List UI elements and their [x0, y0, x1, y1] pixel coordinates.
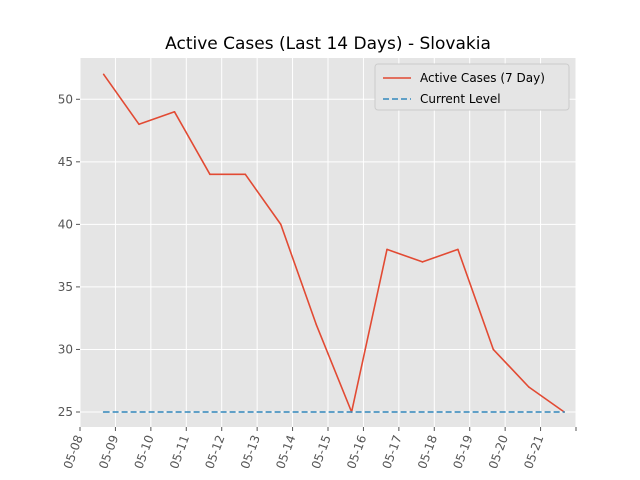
data-point	[102, 73, 105, 76]
x-tick-label: 05-21	[521, 433, 546, 471]
x-tick-label: 05-12	[202, 433, 227, 471]
data-point	[421, 261, 424, 263]
y-tick-label: 35	[58, 280, 73, 294]
data-point	[209, 173, 211, 176]
data-point	[102, 411, 105, 413]
x-tick-label: 05-19	[450, 433, 475, 471]
y-tick-label: 30	[58, 342, 73, 356]
series-group	[102, 73, 565, 413]
x-tick-label: 05-09	[96, 433, 121, 471]
x-tick-label: 05-10	[132, 433, 157, 471]
legend-label: Current Level	[420, 92, 501, 106]
x-tick-label: 05-15	[309, 433, 334, 471]
chart-title: Active Cases (Last 14 Days) - Slovakia	[165, 34, 491, 54]
x-tick-label: 05-20	[486, 433, 511, 471]
x-tick-label: 05-18	[415, 433, 440, 471]
data-point	[279, 223, 282, 226]
legend: Active Cases (7 Day) Current Level	[374, 63, 570, 111]
data-point	[315, 323, 317, 326]
data-point	[457, 248, 459, 251]
x-tick-label: 05-17	[380, 433, 405, 471]
x-tick-label: 05-11	[167, 433, 192, 471]
y-tick-label: 25	[58, 405, 73, 419]
y-tick-label: 45	[58, 155, 73, 169]
legend-box	[374, 63, 570, 111]
y-tick-label: 50	[58, 92, 73, 106]
data-point	[244, 173, 247, 176]
x-tick-label: 05-08	[61, 433, 86, 471]
series-line-1	[102, 73, 565, 413]
data-point	[563, 411, 565, 413]
data-point	[492, 348, 495, 351]
data-point	[138, 123, 140, 126]
data-point	[173, 110, 176, 113]
x-tick-label: 05-14	[273, 433, 298, 471]
y-axis: 25 30 35 40 45 50	[58, 92, 80, 419]
legend-label: Active Cases (7 Day)	[420, 71, 545, 85]
x-axis: 05-08 05-09 05-10 05-11 05-12 05-13 05-14 05-15…	[61, 427, 577, 471]
x-tick-label: 05-16	[344, 433, 369, 471]
data-point	[527, 386, 530, 388]
x-tick-label: 05-13	[238, 433, 263, 471]
y-tick-label: 40	[58, 217, 73, 231]
data-point	[386, 248, 388, 251]
